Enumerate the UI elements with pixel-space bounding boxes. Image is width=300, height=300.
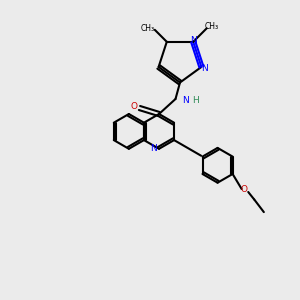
Text: O: O (130, 102, 138, 111)
Text: N: N (183, 96, 189, 105)
Text: CH₃: CH₃ (205, 22, 219, 31)
Text: CH₃: CH₃ (141, 24, 155, 33)
Text: N: N (202, 64, 208, 73)
Text: O: O (241, 185, 248, 194)
Text: N: N (150, 144, 157, 153)
Text: H: H (193, 96, 199, 105)
Text: N: N (190, 36, 196, 45)
